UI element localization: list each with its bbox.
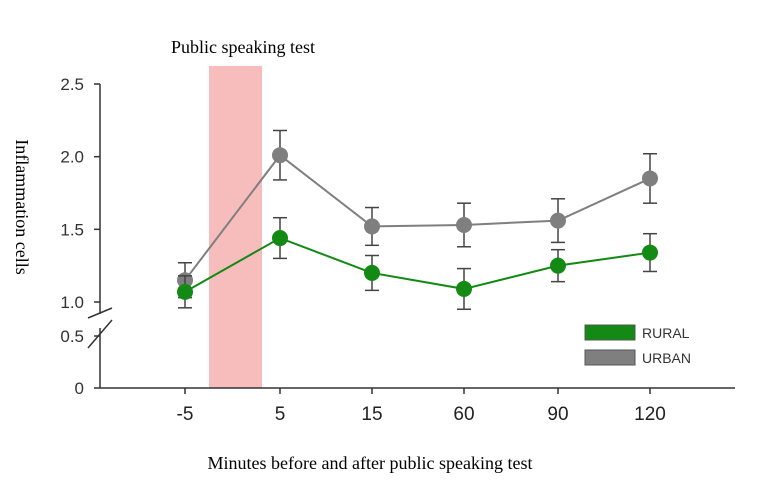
x-tick-label: 15 — [361, 404, 382, 425]
data-point-urban — [272, 147, 288, 164]
data-point-rural — [456, 280, 472, 297]
data-point-rural — [550, 257, 566, 274]
legend-label-rural: RURAL — [642, 325, 690, 341]
y-tick-label: 0 — [75, 379, 84, 398]
data-point-urban — [364, 218, 380, 235]
series-line-urban — [184, 153, 651, 281]
shaded-region — [209, 66, 262, 388]
legend-swatch-urban — [584, 349, 636, 366]
data-point-urban — [456, 216, 472, 233]
y-tick-label: 0.5 — [60, 327, 84, 346]
y-tick-label: 2.0 — [60, 148, 84, 167]
data-point-rural — [272, 230, 288, 247]
x-axis-title: Minutes before and after public speaking… — [208, 453, 533, 473]
data-point-rural — [177, 283, 193, 300]
y-tick-label: 1.0 — [60, 293, 84, 312]
axis-break-mark — [87, 319, 113, 349]
x-tick-label: 60 — [453, 404, 474, 425]
x-tick-label: 120 — [634, 404, 666, 425]
data-point-rural — [642, 244, 658, 261]
y-axis-title: Inflammation cells — [12, 139, 32, 274]
series-rural — [177, 216, 658, 311]
x-tick-label: 5 — [275, 404, 286, 425]
y-tick-label: 2.5 — [60, 75, 84, 94]
annotation-label: Public speaking test — [171, 37, 315, 57]
series-line-rural — [184, 236, 651, 293]
data-point-rural — [364, 264, 380, 281]
x-tick-label: -5 — [177, 404, 194, 425]
y-tick-label: 1.5 — [60, 220, 84, 239]
x-tick-label: 90 — [547, 404, 568, 425]
data-point-urban — [550, 212, 566, 229]
legend-swatch-rural — [584, 324, 636, 341]
axis-break-mark — [87, 307, 113, 319]
legend-label-urban: URBAN — [642, 350, 691, 366]
data-point-urban — [642, 170, 658, 187]
